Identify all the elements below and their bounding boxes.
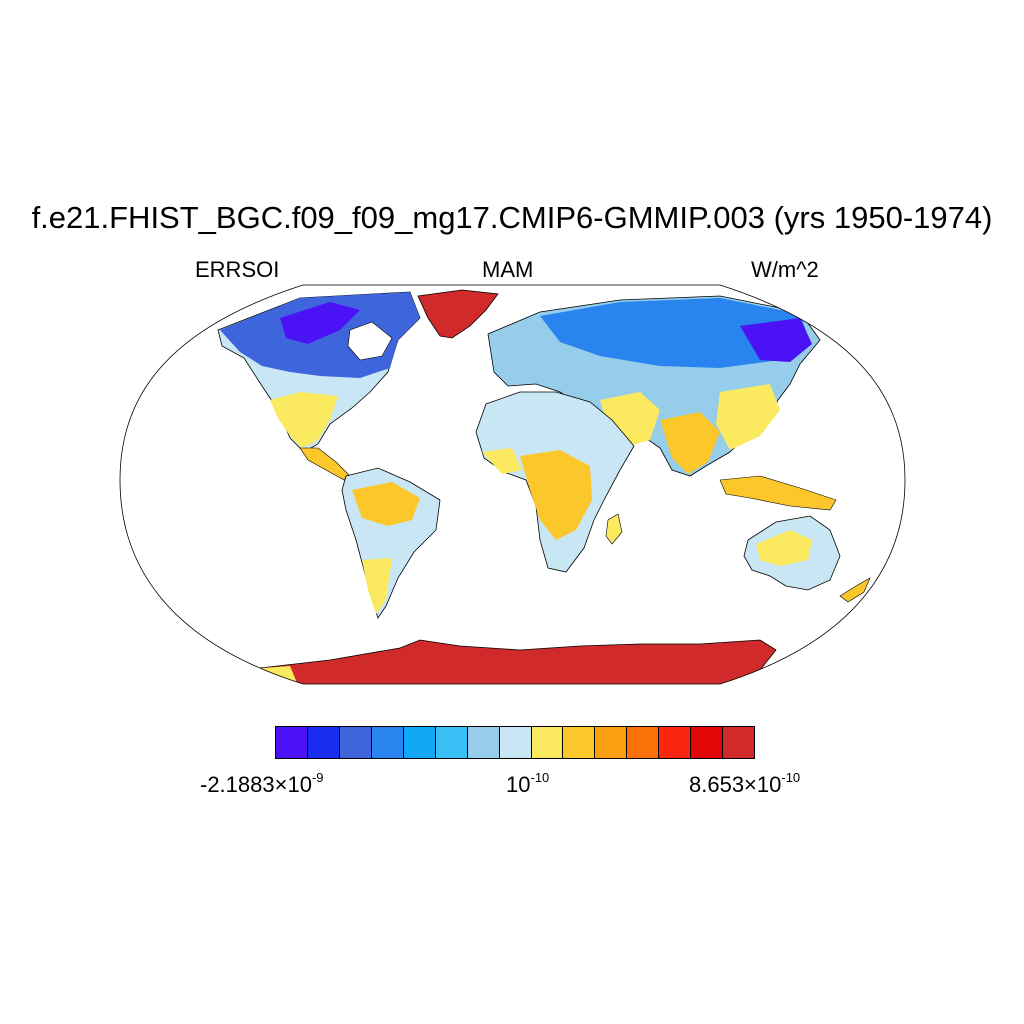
east-asia-region xyxy=(716,384,780,450)
madagascar-region xyxy=(605,513,623,545)
season-label: MAM xyxy=(482,257,534,282)
maritime-asia-region xyxy=(719,475,837,511)
siberia-darkblue-region xyxy=(740,318,812,362)
colorbar-swatch xyxy=(595,727,628,758)
central-america-region xyxy=(299,447,351,481)
south-america-warm-region xyxy=(352,482,420,526)
africa-west-region xyxy=(482,448,522,474)
africa-central-region xyxy=(520,450,592,540)
colorbar-max-label: 8.653×10-10 xyxy=(689,770,801,797)
colorbar xyxy=(275,726,755,759)
colorbar-swatch xyxy=(467,727,500,758)
colorbar-min-label: -2.1883×10-9 xyxy=(200,770,324,797)
north-america-darkblue-region xyxy=(280,302,360,344)
siberia-region xyxy=(540,298,810,368)
land-field xyxy=(217,289,871,684)
plot-title: f.e21.FHIST_BGC.f09_f09_mg17.CMIP6-GMMIP… xyxy=(31,200,993,235)
colorbar-swatch xyxy=(276,727,308,758)
colorbar-swatch xyxy=(307,727,340,758)
units-label: W/m^2 xyxy=(751,257,819,282)
map-outline xyxy=(119,284,906,685)
colorbar-swatch xyxy=(723,727,755,758)
colorbar-swatch xyxy=(339,727,372,758)
colorbar-swatch xyxy=(531,727,564,758)
south-america-south-region xyxy=(362,558,392,614)
colorbar-swatch xyxy=(435,727,468,758)
south-asia-region xyxy=(660,412,720,474)
colorbar-swatch xyxy=(691,727,724,758)
australia-warm-region xyxy=(756,530,812,566)
new-zealand-region xyxy=(839,577,871,603)
colorbar-mid-label: 10-10 xyxy=(506,770,550,797)
hudson-region xyxy=(347,321,393,361)
colorbar-swatch xyxy=(627,727,660,758)
usa-region xyxy=(270,392,338,448)
colorbar-swatch xyxy=(563,727,596,758)
colorbar-swatch xyxy=(371,727,404,758)
colorbar-swatch xyxy=(403,727,436,758)
antarctica-region xyxy=(249,639,777,684)
colorbar-swatch xyxy=(659,727,692,758)
greenland-region xyxy=(417,289,499,339)
colorbar-swatch xyxy=(499,727,532,758)
variable-label: ERRSOI xyxy=(195,257,280,282)
